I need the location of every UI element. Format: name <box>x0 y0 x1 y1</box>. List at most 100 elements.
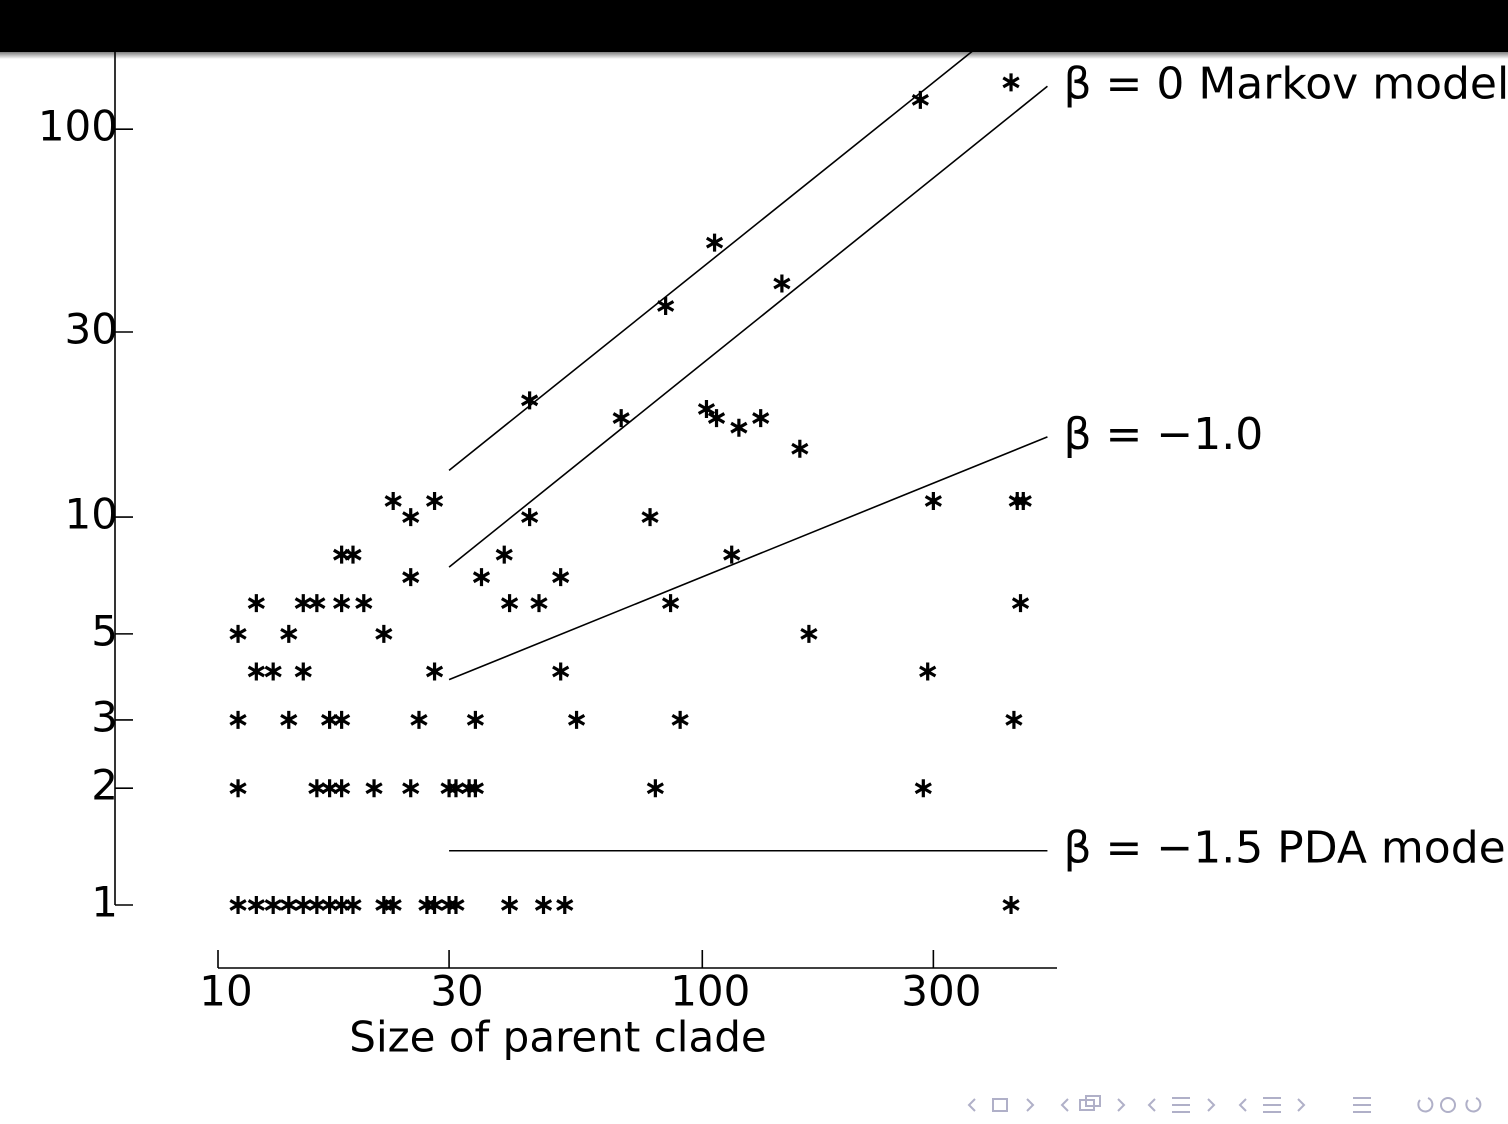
point <box>800 624 818 643</box>
point <box>646 779 664 798</box>
point <box>333 594 351 613</box>
point <box>671 710 689 729</box>
point <box>247 896 265 914</box>
point <box>723 545 741 564</box>
point <box>344 545 362 564</box>
y-tick-label: 2 <box>91 761 118 810</box>
point <box>552 568 570 587</box>
point <box>440 779 458 798</box>
point <box>264 896 282 914</box>
y-tick-label: 10 <box>65 490 118 539</box>
navigation-symbols <box>967 1095 1482 1113</box>
point <box>495 545 513 564</box>
point <box>280 710 298 729</box>
point <box>229 624 247 643</box>
point <box>1005 710 1023 729</box>
point <box>521 508 539 527</box>
point <box>247 662 265 681</box>
point <box>280 624 298 643</box>
line-label: β = −1.5 PDA model <box>1063 823 1508 874</box>
point <box>466 779 484 798</box>
point <box>447 896 465 914</box>
point <box>375 896 393 914</box>
x-tick-label: 100 <box>670 967 750 1016</box>
model-line <box>448 52 973 471</box>
x-tick-label: 30 <box>430 967 483 1016</box>
point <box>321 710 339 729</box>
point <box>229 779 247 798</box>
point <box>425 492 444 511</box>
point <box>521 391 539 410</box>
point <box>1014 492 1032 511</box>
y-tick-label: 5 <box>91 606 118 655</box>
x-tick-label: 300 <box>901 967 981 1016</box>
y-tick-label: 100 <box>38 102 118 151</box>
point <box>641 508 659 527</box>
y-tick-label: 3 <box>91 692 118 741</box>
point <box>402 508 420 527</box>
point <box>402 779 420 798</box>
point <box>791 439 809 458</box>
model-line <box>448 436 1048 681</box>
point <box>410 710 428 729</box>
point <box>530 594 548 613</box>
point <box>229 710 247 729</box>
x-tick-label: 10 <box>199 967 252 1016</box>
point <box>344 896 362 914</box>
point <box>500 594 519 613</box>
point <box>911 90 929 109</box>
point <box>365 779 383 798</box>
point <box>730 418 748 437</box>
point <box>294 896 312 914</box>
y-tick-label: 30 <box>65 305 118 354</box>
line-label: β = 0 Markov model <box>1063 58 1508 109</box>
point <box>294 594 312 613</box>
point <box>500 896 519 914</box>
point <box>1002 73 1020 92</box>
title-bar <box>0 0 1508 52</box>
point <box>333 779 351 798</box>
point <box>773 274 791 293</box>
point <box>247 594 265 613</box>
point <box>612 409 630 428</box>
point <box>556 896 574 914</box>
point <box>280 896 298 914</box>
point <box>661 594 680 613</box>
x-axis-label: Size of parent clade <box>349 1013 766 1062</box>
point <box>294 662 312 681</box>
point <box>534 896 553 914</box>
point <box>375 624 393 643</box>
point <box>321 896 339 914</box>
point <box>705 233 724 252</box>
point <box>1011 594 1030 613</box>
point <box>919 662 937 681</box>
point <box>440 896 458 914</box>
point <box>333 896 351 914</box>
y-tick-label: 1 <box>91 878 118 927</box>
point <box>384 492 402 511</box>
point <box>707 409 726 428</box>
point <box>229 896 247 914</box>
line-label: β = −1.0 <box>1063 409 1263 460</box>
point <box>355 594 373 613</box>
point <box>1002 896 1020 914</box>
point <box>321 779 339 798</box>
point <box>402 568 420 587</box>
point <box>466 710 484 729</box>
point <box>384 896 402 914</box>
point <box>308 594 326 613</box>
point <box>752 409 770 428</box>
point <box>567 710 586 729</box>
point <box>697 399 716 418</box>
plot-area <box>229 52 1048 914</box>
point <box>552 662 570 681</box>
point <box>333 545 351 564</box>
point <box>264 662 282 681</box>
point <box>924 492 942 511</box>
point <box>425 896 444 914</box>
point <box>914 779 932 798</box>
point <box>308 896 326 914</box>
point <box>425 662 444 681</box>
point <box>333 710 351 729</box>
